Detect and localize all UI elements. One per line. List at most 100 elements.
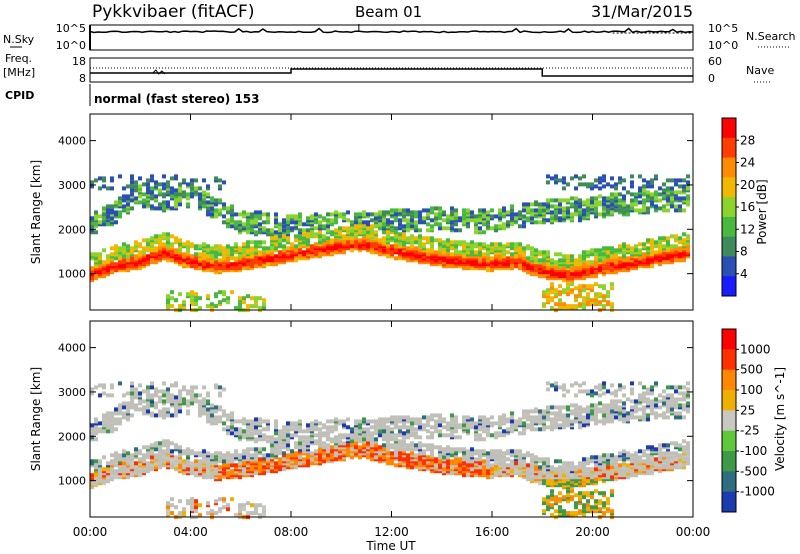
velocity-cell [514, 423, 518, 428]
velocity-cell [306, 435, 310, 440]
power-cell [554, 292, 558, 297]
velocity-cell [194, 393, 198, 398]
power-cell [582, 216, 586, 221]
power-cell [106, 186, 110, 191]
power-cell [174, 236, 178, 241]
velocity-cell [230, 425, 234, 430]
velocity-cell [370, 419, 374, 424]
velocity-cell [510, 411, 514, 416]
power-cell [186, 182, 190, 187]
power-cell [638, 260, 642, 265]
freq-panel [89, 57, 694, 83]
velocity-cell [258, 429, 262, 434]
power-cell [658, 248, 662, 253]
velocity-cell [418, 435, 422, 440]
power-cell [478, 226, 482, 231]
power-cell [162, 232, 166, 237]
power-cell [582, 302, 586, 307]
power-cell [426, 248, 430, 253]
power-cell [506, 220, 510, 225]
velocity-cell [322, 441, 326, 446]
velocity-cell [238, 453, 242, 458]
velocity-cell [518, 471, 522, 476]
velocity-cell [282, 445, 286, 450]
velocity-cell [162, 389, 166, 394]
velocity-cell [134, 387, 138, 392]
power-cell [638, 242, 642, 247]
power-cell [534, 220, 538, 225]
power-cell [570, 258, 574, 263]
velocity-cell [514, 449, 518, 454]
velocity-cell [134, 461, 138, 466]
power-cell [590, 248, 594, 253]
velocity-cell [502, 433, 506, 438]
power-cell [90, 228, 94, 233]
power-cell [190, 294, 194, 299]
velocity-cell [174, 443, 178, 448]
velocity-cell [522, 463, 526, 468]
velocity-cell [534, 427, 538, 432]
power-cell [410, 240, 414, 245]
velocity-cell [482, 459, 486, 464]
velocity-cell [90, 423, 94, 428]
power-cell [98, 214, 102, 219]
noise-sky-trace [89, 27, 694, 34]
power-cell [678, 204, 682, 209]
power-cell [90, 270, 94, 275]
power-cell [382, 248, 386, 253]
velocity-cell [470, 417, 474, 422]
power-cell [242, 210, 246, 215]
power-cell [170, 176, 174, 181]
power-cell [278, 238, 282, 243]
power-cell [582, 262, 586, 267]
power-cell [530, 250, 534, 255]
power-cell [302, 236, 306, 241]
velocity-cell [574, 493, 578, 498]
velocity-cell [562, 383, 566, 388]
velocity-cell [230, 463, 234, 468]
velocity-cell [194, 471, 198, 476]
velocity-cell [482, 437, 486, 442]
velocity-cell [266, 453, 270, 458]
velocity-cell [434, 429, 438, 434]
velocity-cell [118, 453, 122, 458]
velocity-cell [282, 435, 286, 440]
power-cell [438, 222, 442, 227]
velocity-cell [158, 413, 162, 418]
power-cell [570, 266, 574, 271]
power-cell [498, 254, 502, 259]
velocity-cell [198, 469, 202, 474]
velocity-cell [398, 439, 402, 444]
velocity-cell [186, 409, 190, 414]
power-cell [574, 174, 578, 179]
velocity-cell [138, 407, 142, 412]
power-cell [670, 186, 674, 191]
power-cell [258, 256, 262, 261]
velocity-cell [566, 481, 570, 486]
power-cell [594, 178, 598, 183]
power-cell [350, 232, 354, 237]
velocity-cell [178, 445, 182, 450]
power-cell [406, 246, 410, 251]
velocity-cell [486, 417, 490, 422]
power-cell [574, 196, 578, 201]
velocity-cell [562, 393, 566, 398]
velocity-cell [150, 443, 154, 448]
power-cell [182, 194, 186, 199]
velocity-cell [294, 441, 298, 446]
power-cell [234, 212, 238, 217]
power-cell [562, 198, 566, 203]
velocity-cell [126, 391, 130, 396]
velocity-cell [350, 427, 354, 432]
velocity-cell [410, 417, 414, 422]
power-cell [166, 240, 170, 245]
noise-panel [89, 24, 694, 51]
velocity-cell [542, 509, 546, 514]
power-cell [318, 240, 322, 245]
power-cell [294, 238, 298, 243]
power-cell [674, 208, 678, 213]
power-cell [282, 244, 286, 249]
velocity-cell [154, 447, 158, 452]
power-cell [350, 248, 354, 253]
